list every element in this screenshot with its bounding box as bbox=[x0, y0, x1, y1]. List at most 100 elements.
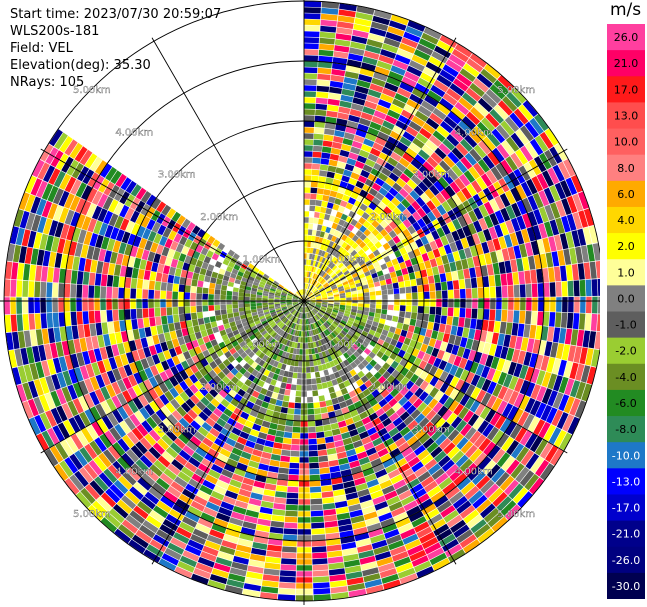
velocity-gate bbox=[299, 312, 302, 319]
velocity-gate bbox=[327, 165, 337, 173]
velocity-gate bbox=[431, 51, 448, 64]
velocity-gate bbox=[370, 299, 376, 304]
velocity-gate bbox=[504, 260, 512, 274]
velocity-gate bbox=[367, 89, 382, 99]
velocity-gate bbox=[386, 442, 398, 453]
velocity-gate bbox=[245, 509, 259, 518]
velocity-gate bbox=[259, 345, 266, 352]
velocity-gate bbox=[410, 409, 421, 420]
velocity-gate bbox=[328, 333, 335, 340]
velocity-gate bbox=[356, 194, 366, 203]
velocity-gate bbox=[476, 319, 483, 330]
velocity-gate bbox=[350, 191, 359, 200]
velocity-gate bbox=[322, 299, 328, 301]
velocity-gate bbox=[373, 9, 392, 20]
velocity-gate bbox=[535, 325, 543, 340]
velocity-gate bbox=[247, 374, 256, 382]
velocity-gate bbox=[295, 305, 300, 310]
velocity-gate bbox=[199, 367, 208, 377]
velocity-gate bbox=[494, 415, 507, 430]
velocity-gate bbox=[276, 479, 288, 486]
velocity-gate bbox=[305, 319, 308, 325]
velocity-gate bbox=[252, 281, 259, 287]
velocity-gate bbox=[327, 327, 333, 334]
velocity-gate bbox=[403, 104, 418, 116]
velocity-gate bbox=[457, 215, 467, 228]
velocity-gate bbox=[549, 282, 556, 297]
velocity-gate bbox=[325, 177, 334, 185]
velocity-gate bbox=[432, 248, 441, 258]
velocity-gate bbox=[63, 419, 76, 436]
velocity-gate bbox=[78, 257, 86, 272]
velocity-gate bbox=[534, 114, 549, 131]
velocity-gate bbox=[39, 412, 52, 430]
velocity-gate bbox=[482, 155, 495, 170]
velocity-gate bbox=[243, 355, 251, 363]
velocity-gate bbox=[313, 290, 319, 294]
velocity-gate bbox=[543, 282, 550, 297]
velocity-gate bbox=[294, 293, 300, 298]
velocity-gate bbox=[287, 305, 293, 309]
velocity-gate bbox=[490, 251, 498, 264]
velocity-gate bbox=[360, 112, 373, 121]
velocity-gate bbox=[524, 121, 539, 138]
velocity-gate bbox=[160, 405, 171, 418]
velocity-gate bbox=[210, 277, 217, 284]
velocity-gate bbox=[347, 583, 366, 592]
velocity-gate bbox=[317, 327, 322, 334]
velocity-gate bbox=[42, 250, 51, 267]
velocity-gate bbox=[325, 375, 332, 382]
velocity-gate bbox=[365, 363, 374, 371]
velocity-gate bbox=[192, 272, 200, 281]
velocity-gate bbox=[308, 438, 317, 445]
velocity-gate bbox=[583, 227, 592, 245]
velocity-gate bbox=[381, 182, 392, 192]
velocity-gate bbox=[453, 472, 467, 486]
velocity-gate bbox=[45, 410, 57, 427]
velocity-gate bbox=[459, 337, 468, 348]
velocity-gate bbox=[354, 160, 365, 169]
velocity-gate bbox=[371, 347, 379, 355]
velocity-gate bbox=[320, 339, 325, 346]
velocity-gate bbox=[442, 298, 448, 308]
velocity-gate bbox=[92, 247, 101, 261]
velocity-gate bbox=[395, 382, 405, 392]
velocity-gate bbox=[279, 412, 287, 420]
velocity-gate bbox=[458, 317, 465, 328]
velocity-gate bbox=[513, 245, 522, 259]
velocity-gate bbox=[296, 312, 300, 318]
velocity-gate bbox=[296, 330, 300, 337]
velocity-gate bbox=[51, 374, 61, 390]
velocity-gate bbox=[105, 166, 117, 181]
velocity-gate bbox=[395, 458, 408, 469]
velocity-gate bbox=[466, 514, 483, 529]
velocity-gate bbox=[263, 395, 271, 403]
velocity-gate bbox=[249, 429, 260, 437]
velocity-gate bbox=[473, 102, 489, 117]
velocity-gate bbox=[419, 380, 429, 391]
velocity-gate bbox=[356, 79, 371, 89]
velocity-gate bbox=[208, 469, 221, 480]
velocity-gate bbox=[29, 264, 37, 281]
velocity-gate bbox=[252, 346, 259, 354]
velocity-gate bbox=[264, 311, 270, 316]
velocity-gate bbox=[300, 319, 303, 325]
velocity-gate bbox=[167, 274, 175, 284]
velocity-gate bbox=[326, 110, 338, 118]
velocity-gate bbox=[327, 305, 334, 308]
velocity-gate bbox=[265, 283, 271, 288]
velocity-gate bbox=[256, 342, 263, 350]
velocity-gate bbox=[374, 241, 383, 249]
velocity-gate bbox=[460, 156, 473, 170]
colorbar-swatch bbox=[607, 389, 645, 417]
velocity-gate bbox=[488, 343, 497, 356]
velocity-gate bbox=[409, 241, 418, 251]
velocity-gate bbox=[287, 293, 293, 297]
velocity-gate bbox=[305, 289, 308, 295]
velocity-gate bbox=[306, 367, 311, 373]
colorbar-tick-label: -6.0 bbox=[615, 397, 636, 410]
velocity-gate bbox=[425, 61, 442, 74]
velocity-gate bbox=[349, 328, 356, 334]
velocity-gate bbox=[412, 264, 420, 272]
velocity-gate bbox=[88, 349, 97, 364]
